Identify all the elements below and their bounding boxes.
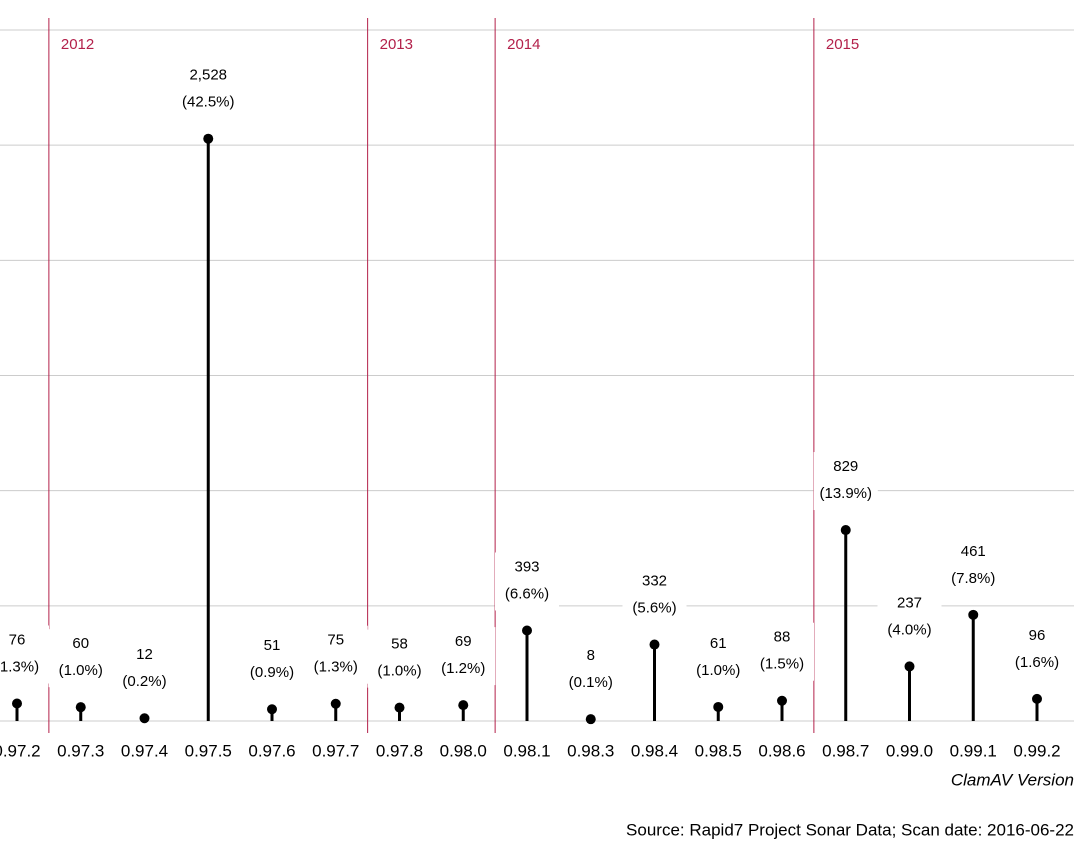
value-label: 88: [774, 629, 791, 646]
share-label: (0.9%): [250, 664, 294, 681]
label-background: [48, 629, 113, 688]
value-label: 8: [587, 647, 595, 664]
x-tick-label: 0.97.3: [57, 741, 104, 760]
value-label: 96: [1029, 627, 1046, 644]
dot: [1032, 693, 1042, 704]
x-tick-label: 0.98.5: [695, 741, 742, 760]
dot: [522, 625, 532, 636]
dot: [394, 702, 405, 713]
value-label: 61: [710, 635, 727, 652]
x-tick-label: 0.98.0: [440, 741, 487, 760]
dot: [649, 639, 660, 650]
x-tick-label: 0.98.3: [567, 741, 614, 760]
value-label: 58: [391, 636, 408, 653]
dot: [330, 698, 341, 709]
label-background: [303, 625, 368, 684]
share-label: (1.5%): [760, 656, 804, 673]
year-label: 2014: [507, 36, 540, 53]
dot: [840, 525, 851, 536]
value-label: 2,528: [189, 67, 227, 84]
x-tick-label: 0.99.1: [950, 741, 997, 760]
value-label: 76: [9, 631, 26, 648]
share-label: (1.2%): [441, 660, 485, 677]
label-background: [112, 640, 177, 699]
value-label: 12: [136, 646, 153, 663]
value-label: 51: [264, 637, 281, 654]
value-label: 461: [961, 543, 986, 560]
year-label: 2012: [61, 36, 94, 53]
share-label: (13.9%): [819, 485, 872, 502]
value-label: 393: [514, 558, 539, 575]
label-background: [622, 566, 687, 625]
year-label: 2015: [826, 36, 859, 53]
dot: [585, 714, 596, 725]
value-label: 60: [72, 635, 89, 652]
share-label: (6.6%): [505, 585, 549, 602]
x-tick-label: 0.98.6: [758, 741, 805, 760]
label-background: [0, 625, 49, 684]
label-background: [941, 536, 1006, 595]
share-label: (1.0%): [59, 662, 103, 679]
x-tick-label: 0.99.2: [1013, 741, 1060, 760]
x-tick-label: 0.97.2: [0, 741, 41, 760]
dot: [904, 661, 915, 672]
x-tick-label: 0.97.5: [185, 741, 232, 760]
share-label: (1.3%): [314, 659, 358, 676]
share-label: (0.1%): [569, 674, 613, 691]
x-tick-label: 0.98.7: [822, 741, 869, 760]
dot: [267, 704, 277, 715]
x-tick-label: 0.98.1: [503, 741, 550, 760]
label-background: [750, 622, 814, 681]
label-background: [367, 629, 432, 688]
share-label: (5.6%): [632, 599, 676, 616]
x-tick-label: 0.98.4: [631, 741, 678, 760]
x-tick-label: 0.97.7: [312, 741, 359, 760]
year-label: 2013: [380, 36, 413, 53]
dot: [713, 701, 724, 712]
label-background: [558, 641, 623, 700]
x-tick-label: 0.99.0: [886, 741, 933, 760]
label-background: [176, 60, 241, 119]
value-label: 69: [455, 633, 472, 650]
label-background: [686, 628, 751, 687]
share-label: (7.8%): [951, 570, 995, 587]
value-label: 332: [642, 572, 667, 589]
dot: [75, 702, 86, 713]
dot: [458, 700, 469, 711]
dot: [203, 133, 214, 144]
share-label: (1.6%): [1015, 654, 1059, 671]
label-background: [240, 631, 304, 690]
dot: [968, 609, 979, 620]
label-background: [877, 588, 942, 647]
x-axis-title: ClamAV Version: [951, 770, 1074, 789]
x-tick-label: 0.97.8: [376, 741, 423, 760]
label-background: [495, 552, 559, 611]
label-background: [1005, 620, 1069, 679]
share-label: (4.0%): [887, 621, 931, 638]
label-background: [431, 627, 496, 686]
share-label: (42.5%): [182, 94, 235, 111]
caption: Source: Rapid7 Project Sonar Data; Scan …: [626, 820, 1074, 839]
share-label: (1.0%): [696, 662, 740, 679]
value-label: 75: [327, 632, 344, 649]
share-label: (1.3%): [0, 658, 39, 675]
share-label: (0.2%): [122, 673, 166, 690]
x-tick-label: 0.97.4: [121, 741, 168, 760]
value-label: 829: [833, 458, 858, 475]
dot: [139, 713, 150, 724]
dot: [777, 695, 787, 706]
share-label: (1.0%): [377, 663, 421, 680]
value-label: 237: [897, 594, 922, 611]
label-background: [813, 452, 878, 511]
x-tick-label: 0.97.6: [248, 741, 295, 760]
dot: [12, 698, 22, 709]
